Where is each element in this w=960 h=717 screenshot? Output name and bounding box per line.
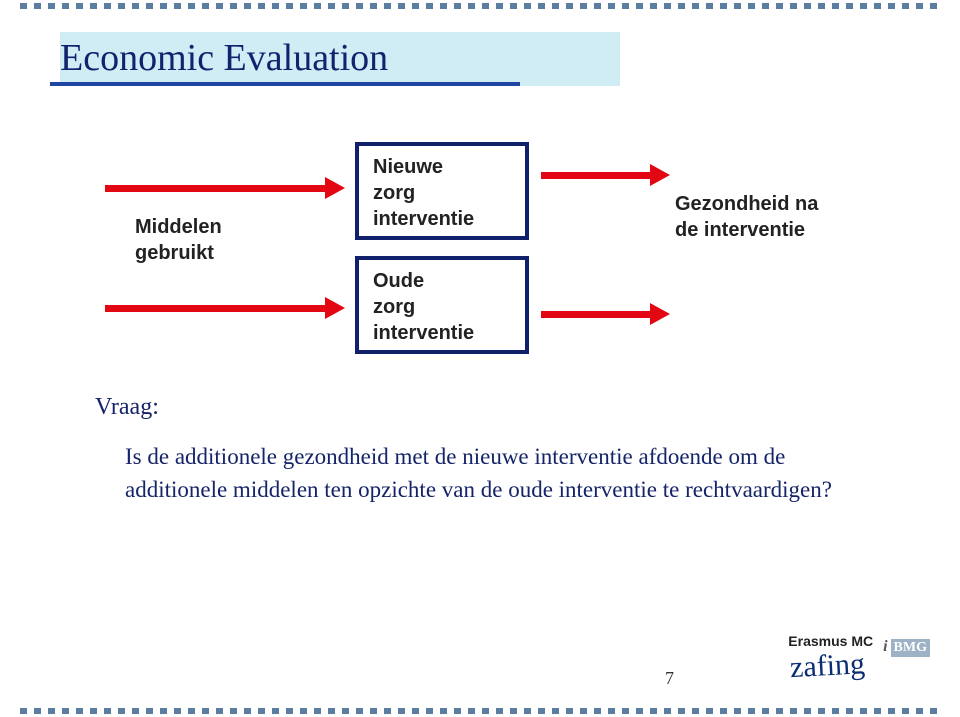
box-oude-interventie: Oudezorginterventie [355, 256, 529, 354]
question-text: Is de additionele gezondheid met de nieu… [125, 440, 885, 507]
bmg-text: BMG [891, 639, 930, 657]
footer-logos: Erasmus MC zafing i BMG [788, 633, 930, 683]
slide-title: Economic Evaluation [60, 36, 510, 80]
title-container: Economic Evaluation [50, 32, 520, 86]
top-dotted-border [20, 3, 937, 9]
label-middelen: Middelengebruikt [135, 214, 222, 266]
vraag-label: Vraag: [95, 394, 159, 421]
label-gezondheid: Gezondheid nade interventie [675, 191, 818, 243]
bottom-dotted-border [20, 708, 937, 714]
bmg-logo: i BMG [883, 638, 930, 657]
erasmus-signature: zafing [789, 647, 874, 685]
bmg-i: i [883, 638, 887, 656]
box-nieuwe-interventie: Nieuwezorginterventie [355, 142, 529, 240]
page-number: 7 [665, 668, 674, 689]
